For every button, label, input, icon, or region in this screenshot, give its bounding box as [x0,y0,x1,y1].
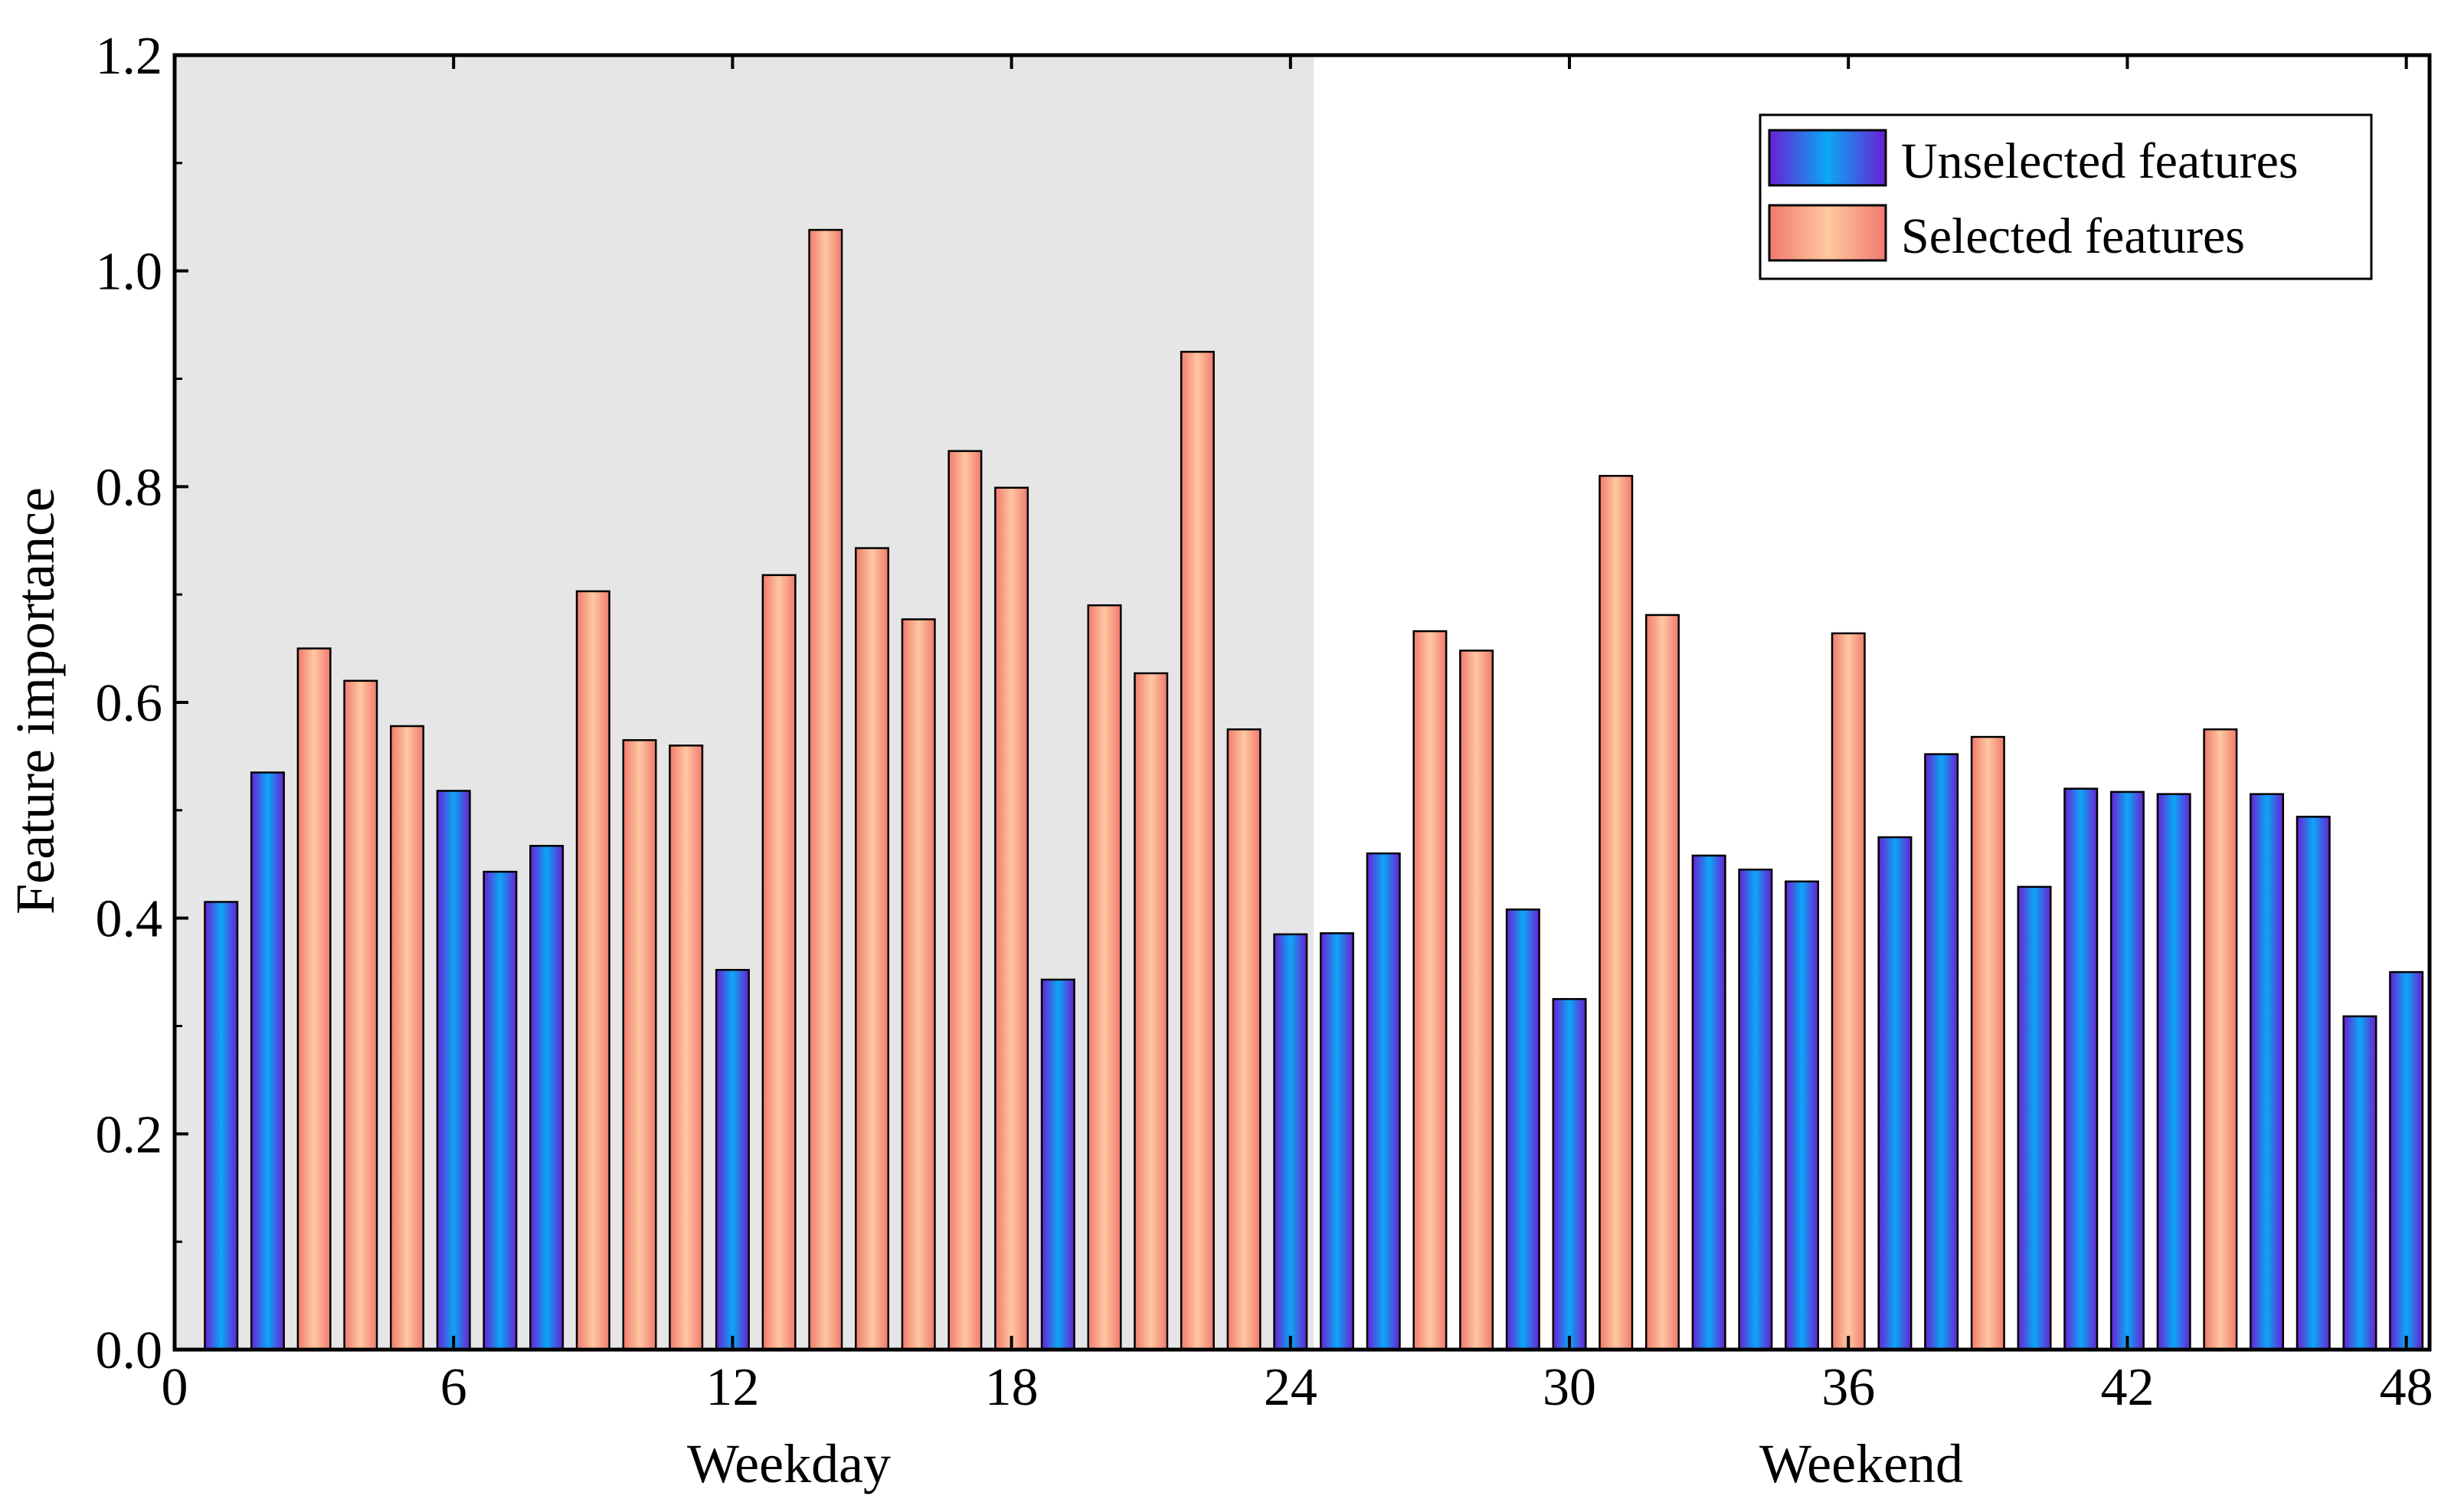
bar-12-unselected [715,969,750,1351]
bar-46-unselected [2296,816,2331,1351]
bar-19-unselected [1040,978,1075,1351]
bar-35-unselected [1785,880,1820,1351]
bar-2-unselected [250,771,285,1351]
y-tick-label: 0.0 [96,1321,163,1380]
x-tick-label: 18 [985,1358,1039,1417]
bar-45-unselected [2250,793,2285,1351]
bar-13-selected [761,574,797,1351]
y-axis-label: Feature importance [5,487,66,915]
bar-4-selected [343,679,378,1351]
x-tick-label: 48 [2380,1358,2433,1417]
bar-3-selected [296,647,332,1351]
legend: Unselected features Selected features [1759,113,2373,280]
y-tick-label: 1.0 [96,243,163,302]
bar-6-unselected [436,790,471,1351]
bar-8-unselected [529,845,564,1351]
weekday-region-label: Weekday [687,1433,891,1494]
x-tick-label: 42 [2100,1358,2154,1417]
bar-22-selected [1180,351,1215,1351]
x-axis: 0 6 12 18 24 30 36 42 48 [162,55,2433,1417]
y-axis: 0.0 0.2 0.4 0.6 0.8 1.0 1.2 [96,27,188,1380]
bar-24-unselected [1273,933,1308,1351]
x-tick-label: 30 [1543,1358,1596,1417]
legend-label-unselected: Unselected features [1901,133,2299,189]
bar-40-unselected [2017,885,2052,1351]
bar-38-unselected [1924,753,1959,1351]
bar-17-selected [947,450,983,1351]
weekend-region-label: Weekend [1759,1433,1963,1494]
bar-9-selected [575,590,610,1351]
y-tick-label: 0.4 [96,890,163,949]
legend-label-selected: Selected features [1901,208,2245,264]
y-tick-label: 0.6 [96,674,163,733]
bar-21-selected [1134,672,1169,1351]
bar-39-selected [1970,735,2005,1351]
bar-36-selected [1831,632,1866,1351]
bar-series [204,228,2424,1351]
bar-31-selected [1599,475,1634,1351]
bar-1-unselected [204,901,239,1351]
bar-28-selected [1459,650,1494,1351]
bar-47-unselected [2342,1015,2377,1351]
y-tick-label: 0.8 [96,458,163,517]
legend-swatch-selected [1768,204,1887,262]
bar-14-selected [808,228,843,1351]
bar-48-unselected [2389,970,2424,1351]
x-tick-label: 0 [162,1358,188,1417]
y-tick-label: 1.2 [96,27,163,86]
bar-29-unselected [1505,908,1540,1351]
bar-37-unselected [1877,836,1913,1351]
bar-44-selected [2203,728,2238,1351]
x-tick-label: 6 [440,1358,467,1417]
bar-16-selected [901,618,936,1351]
bar-41-unselected [2063,787,2099,1351]
x-tick-label: 12 [705,1358,759,1417]
bar-10-selected [622,739,657,1351]
bar-32-selected [1644,614,1680,1351]
bar-5-selected [390,725,425,1351]
bar-7-unselected [483,870,518,1351]
x-tick-label: 24 [1264,1358,1317,1417]
bar-23-selected [1226,728,1261,1351]
bar-34-unselected [1738,869,1773,1351]
bar-26-unselected [1366,852,1401,1351]
bar-25-unselected [1320,932,1355,1351]
bar-18-selected [994,486,1029,1351]
bar-11-selected [669,745,704,1351]
bar-42-unselected [2109,790,2145,1351]
bar-43-unselected [2156,793,2191,1351]
bar-20-selected [1087,604,1122,1351]
legend-swatch-unselected [1768,129,1887,187]
bar-33-unselected [1691,854,1726,1351]
bar-27-selected [1412,630,1448,1351]
bar-30-unselected [1552,998,1587,1351]
y-tick-label: 0.2 [96,1105,163,1164]
x-tick-label: 36 [1821,1358,1875,1417]
bar-15-selected [855,547,890,1351]
